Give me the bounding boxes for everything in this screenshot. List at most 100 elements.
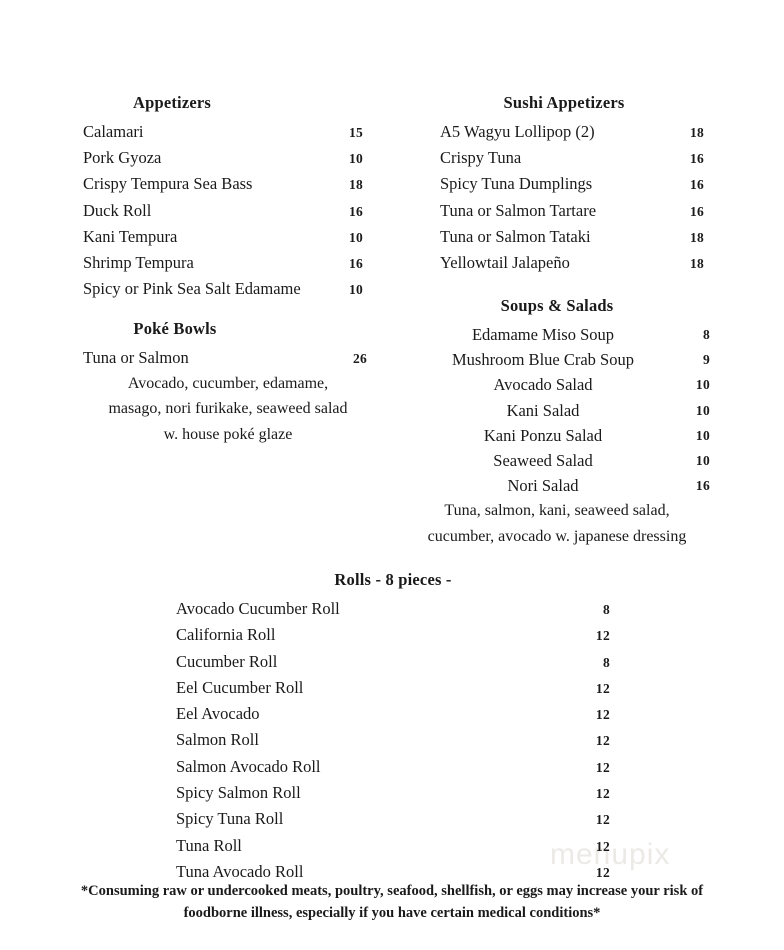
menu-item-row: Spicy or Pink Sea Salt Edamame 10 — [83, 276, 383, 302]
menu-item-row: Cucumber Roll 8 — [176, 649, 610, 675]
menu-item-price: 12 — [595, 838, 610, 854]
menu-item-price: 8 — [702, 327, 710, 342]
menu-item-row: Kani Salad 10 — [410, 398, 710, 423]
menu-item-name: Tuna or Salmon — [83, 348, 189, 367]
menu-item-row: Spicy Salmon Roll 12 — [176, 780, 610, 806]
section-title-poke-bowls: Poké Bowls — [133, 319, 217, 338]
menu-item-description-line: cucumber, avocado w. japanese dressing — [427, 527, 687, 545]
menu-item-row: Eel Avocado 12 — [176, 701, 610, 727]
menu-item-name: Spicy Salmon Roll — [176, 783, 301, 803]
menu-item-row: Seaweed Salad 10 — [410, 448, 710, 473]
menu-item-row: Tuna or Salmon 26 — [83, 345, 383, 371]
menu-item-row: Spicy Tuna Roll 12 — [176, 806, 610, 832]
menu-item-price: 12 — [595, 786, 610, 802]
menu-item-name: Eel Cucumber Roll — [176, 677, 304, 697]
menu-item-description-line: Tuna, salmon, kani, seaweed salad, — [444, 502, 670, 520]
menu-item-price: 16 — [349, 203, 364, 219]
menu-item-name: Nori Salad — [507, 476, 579, 496]
menu-item-price: 10 — [695, 427, 710, 443]
menu-item-row: Tuna Roll 12 — [176, 833, 610, 859]
menu-item-name: Avocado Cucumber Roll — [176, 599, 340, 618]
menu-item-name: Eel Avocado — [176, 704, 260, 724]
section-rolls: Rolls - 8 pieces - Avocado Cucumber Roll… — [176, 570, 610, 885]
menu-item-row: Tuna or Salmon Tataki 18 — [440, 224, 712, 250]
menu-item-price: 10 — [349, 229, 364, 245]
menu-item-name: Edamame Miso Soup — [471, 325, 615, 344]
menu-item-row: Salmon Avocado Roll 12 — [176, 754, 610, 780]
menu-item-price: 10 — [695, 377, 710, 393]
menu-item-name: Salmon Avocado Roll — [176, 756, 321, 776]
menu-item-price: 10 — [349, 282, 364, 298]
menu-item-price: 16 — [695, 478, 710, 494]
section-title-soups-and-salads: Soups & Salads — [500, 296, 614, 315]
poke-bowls-item-list: Tuna or Salmon 26 — [83, 345, 383, 371]
menu-item-price: 8 — [602, 602, 610, 617]
disclaimer-line: *Consuming raw or undercooked meats, pou… — [80, 883, 704, 899]
menu-item-name: Mushroom Blue Crab Soup — [452, 350, 634, 370]
menu-item-name: Cucumber Roll — [176, 651, 278, 671]
soups-and-salads-description: Tuna, salmon, kani, seaweed salad, cucumb… — [410, 498, 710, 548]
menu-item-name: California Roll — [176, 625, 276, 645]
menu-item-name: Seaweed Salad — [493, 451, 593, 471]
menu-item-name: A5 Wagyu Lollipop (2) — [440, 122, 595, 141]
menu-item-row: Duck Roll 16 — [83, 198, 383, 224]
section-title-rolls: Rolls - 8 pieces - — [334, 570, 452, 589]
section-poke-bowls: Poké Bowls Tuna or Salmon 26 Avocado, cuc… — [83, 319, 383, 447]
disclaimer-line: foodborne illness, especially if you hav… — [183, 905, 601, 921]
menu-item-price: 16 — [349, 256, 364, 272]
menu-item-row: Tuna or Salmon Tartare 16 — [440, 198, 712, 224]
menu-item-price: 16 — [689, 203, 705, 219]
menu-item-name: Kani Tempura — [83, 226, 178, 246]
menu-item-price: 12 — [595, 812, 610, 828]
menu-item-row: Kani Tempura 10 — [83, 224, 383, 250]
section-appetizers: Appetizers Calamari 15 Pork Gyoza 10 Crispy … — [83, 93, 383, 302]
menu-item-row: California Roll 12 — [176, 622, 610, 648]
menu-item-row: A5 Wagyu Lollipop (2) 18 — [440, 119, 712, 145]
menu-item-price: 10 — [695, 453, 710, 469]
rolls-item-list: Avocado Cucumber Roll 8 California Roll 12 C… — [176, 596, 610, 885]
menu-item-description-line: Avocado, cucumber, edamame, — [127, 375, 329, 393]
menu-item-price: 16 — [689, 151, 705, 167]
menu-item-row: Tuna Avocado Roll 12 — [176, 859, 610, 885]
menu-item-name: Tuna or Salmon Tataki — [440, 226, 591, 246]
section-soups-and-salads: Soups & Salads Edamame Miso Soup 8 Mushroo… — [410, 296, 710, 549]
menu-item-name: Calamari — [83, 122, 144, 141]
section-title-appetizers: Appetizers — [132, 93, 212, 112]
menu-item-name: Crispy Tuna — [440, 148, 522, 168]
menu-item-price: 18 — [689, 256, 705, 272]
soups-and-salads-item-list: Edamame Miso Soup 8 Mushroom Blue Crab Sou… — [410, 322, 710, 498]
menu-item-name: Yellowtail Jalapeño — [440, 253, 570, 273]
menu-item-price: 12 — [595, 759, 610, 775]
menu-item-price: 12 — [595, 680, 610, 696]
menu-item-row: Avocado Cucumber Roll 8 — [176, 596, 610, 622]
menu-item-row: Kani Ponzu Salad 10 — [410, 423, 710, 448]
menu-item-name: Duck Roll — [83, 200, 152, 220]
section-sushi-appetizers: Sushi Appetizers A5 Wagyu Lollipop (2) 18… — [440, 93, 712, 276]
menu-item-price: 16 — [689, 177, 705, 193]
menu-item-row: Edamame Miso Soup 8 — [410, 322, 710, 347]
menu-item-name: Kani Salad — [506, 400, 580, 420]
menu-item-price: 12 — [595, 733, 610, 749]
menu-item-name: Crispy Tempura Sea Bass — [83, 174, 253, 194]
disclaimer-footer: *Consuming raw or undercooked meats, pou… — [40, 880, 744, 924]
menu-item-name: Spicy Tuna Roll — [176, 809, 284, 829]
sushi-appetizers-item-list: A5 Wagyu Lollipop (2) 18 Crispy Tuna 16 Spic… — [440, 119, 712, 276]
menu-item-name: Avocado Salad — [493, 375, 593, 395]
menu-item-row: Calamari 15 — [83, 119, 383, 145]
menu-item-name: Pork Gyoza — [83, 148, 162, 168]
menu-item-name: Kani Ponzu Salad — [483, 425, 603, 445]
menu-item-price: 8 — [602, 654, 610, 670]
menu-item-row: Shrimp Tempura 16 — [83, 250, 383, 276]
menu-item-price: 10 — [349, 151, 364, 167]
menu-item-price: 18 — [349, 177, 364, 193]
section-title-sushi-appetizers: Sushi Appetizers — [503, 93, 625, 112]
menu-item-name: Spicy or Pink Sea Salt Edamame — [83, 279, 301, 299]
menu-item-name: Tuna Roll — [176, 835, 242, 855]
menu-item-name: Salmon Roll — [176, 730, 259, 750]
menu-item-price: 15 — [349, 125, 364, 140]
menu-item-description-line: masago, nori furikake, seaweed salad — [108, 400, 348, 418]
menu-item-price: 9 — [702, 352, 710, 368]
menu-item-row: Salmon Roll 12 — [176, 727, 610, 753]
menu-item-name: Tuna Avocado Roll — [176, 861, 304, 881]
menu-item-price: 10 — [695, 402, 710, 418]
